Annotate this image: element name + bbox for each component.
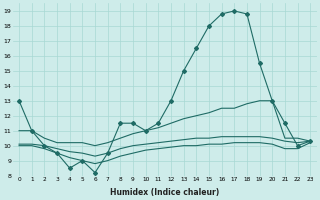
X-axis label: Humidex (Indice chaleur): Humidex (Indice chaleur) (110, 188, 219, 197)
